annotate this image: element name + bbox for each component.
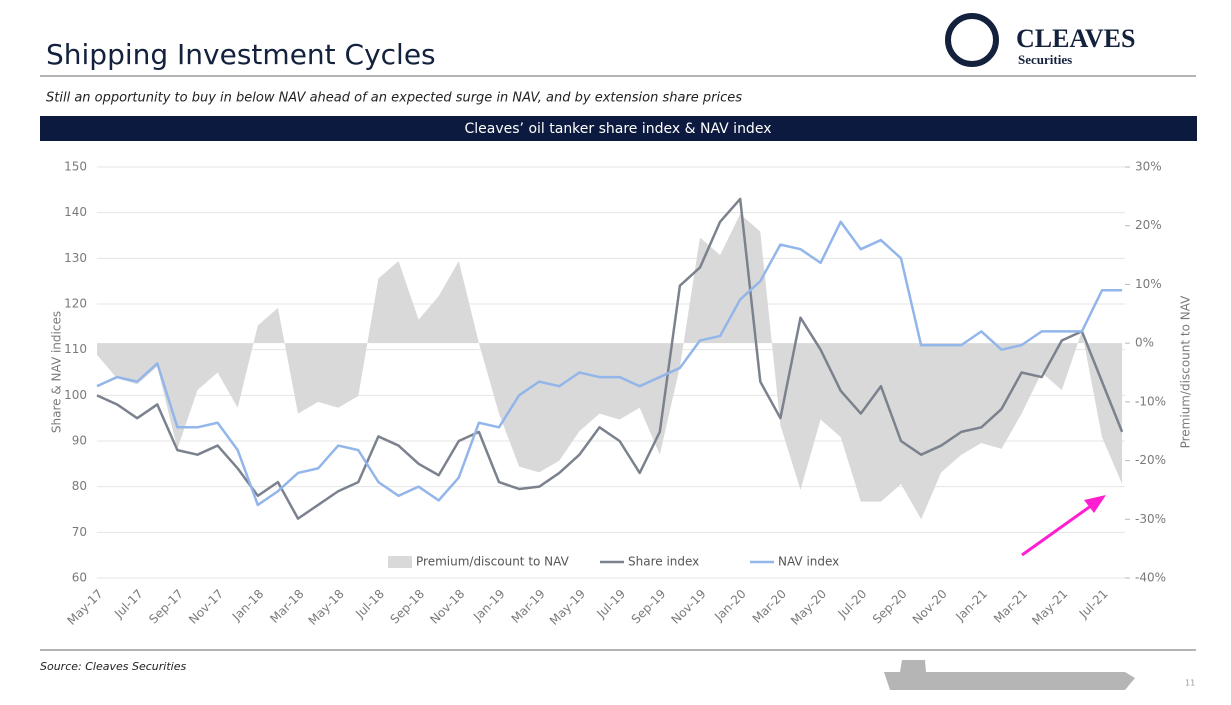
y2-tick-label: -10% bbox=[1135, 394, 1166, 408]
y-tick-label: 120 bbox=[64, 297, 87, 311]
x-tick-label: Sep-18 bbox=[387, 587, 427, 627]
page-number: 11 bbox=[1185, 679, 1195, 688]
x-tick-label: Mar-19 bbox=[509, 587, 548, 626]
y-tick-label: 100 bbox=[64, 388, 87, 402]
y-tick-label: 130 bbox=[64, 251, 87, 265]
ship-silhouette bbox=[884, 660, 1135, 690]
x-tick-label: Jan-20 bbox=[711, 587, 749, 625]
x-tick-label: Jan-21 bbox=[952, 587, 990, 625]
x-tick-label: Sep-17 bbox=[146, 587, 186, 627]
y2-tick-label: 20% bbox=[1135, 218, 1162, 232]
y2-tick-label: -40% bbox=[1135, 571, 1166, 585]
x-tick-label: May-18 bbox=[306, 587, 347, 628]
subtitle: Still an opportunity to buy in below NAV… bbox=[46, 91, 742, 106]
x-tick-label: Mar-18 bbox=[267, 587, 306, 626]
x-tick-label: Mar-21 bbox=[991, 587, 1030, 626]
legend-label: Premium/discount to NAV bbox=[416, 555, 570, 569]
y-tick-label: 80 bbox=[72, 479, 87, 493]
y2-tick-label: -30% bbox=[1135, 512, 1166, 526]
y2-tick-label: 30% bbox=[1135, 160, 1162, 174]
line bbox=[96, 197, 1124, 520]
y2-axis-label: Premium/discount to NAV bbox=[1179, 295, 1193, 449]
y-tick-label: 150 bbox=[64, 160, 87, 174]
legend-swatch bbox=[388, 556, 412, 568]
slide-title: Shipping Investment Cycles bbox=[46, 38, 436, 71]
x-tick-label: Jul-18 bbox=[352, 587, 387, 622]
x-tick-label: Nov-18 bbox=[427, 587, 467, 627]
legend-label: NAV index bbox=[778, 555, 839, 569]
x-tick-label: Nov-20 bbox=[910, 587, 950, 627]
line bbox=[96, 220, 1123, 507]
chart-title: Cleaves’ oil tanker share index & NAV in… bbox=[465, 121, 772, 137]
x-tick-label: Jan-19 bbox=[470, 587, 508, 625]
y-tick-label: 90 bbox=[72, 434, 87, 448]
plot: 60 70 80 90 100 110 120 130 140 150 -40% -30% -20% -1… bbox=[64, 160, 1166, 628]
x-tick-label: Jul-19 bbox=[593, 587, 628, 622]
x-tick-label: Mar-20 bbox=[750, 587, 789, 626]
x-tick-label: Sep-20 bbox=[870, 587, 910, 627]
logo-sub: Securities bbox=[1018, 52, 1072, 67]
y-tick-label: 140 bbox=[64, 205, 87, 219]
x-tick-label: Nov-17 bbox=[186, 587, 226, 627]
x-tick-label: Jul-21 bbox=[1076, 587, 1111, 622]
source: Source: Cleaves Securities bbox=[40, 660, 186, 673]
x-tick-label: May-17 bbox=[64, 587, 105, 628]
y-tick-label: 110 bbox=[64, 342, 87, 356]
logo-name: CLEAVES bbox=[1016, 24, 1135, 53]
x-tick-label: Jul-17 bbox=[111, 587, 146, 622]
legend-label: Share index bbox=[628, 555, 699, 569]
y-tick-label: 60 bbox=[72, 571, 87, 585]
y2-tick-label: 10% bbox=[1135, 277, 1162, 291]
y2-tick-label: -20% bbox=[1135, 453, 1166, 467]
x-tick-label: May-19 bbox=[547, 587, 588, 628]
x-tick-label: Jan-18 bbox=[229, 587, 267, 625]
annotation-arrow bbox=[1021, 495, 1106, 557]
x-tick-label: May-20 bbox=[788, 587, 829, 628]
x-tick-label: Sep-19 bbox=[629, 587, 669, 627]
x-tick-label: May-21 bbox=[1029, 587, 1070, 628]
arrow-head bbox=[1084, 495, 1106, 513]
y-tick-label: 70 bbox=[72, 525, 87, 539]
logo: CLEAVES Securities bbox=[945, 13, 1135, 67]
chart-banner bbox=[40, 116, 1197, 141]
y-axis-label: Share & NAV indices bbox=[50, 311, 64, 433]
area bbox=[97, 213, 1123, 520]
x-tick-label: Jul-20 bbox=[835, 587, 870, 622]
x-tick-label: Nov-19 bbox=[669, 587, 709, 627]
logo-mark bbox=[945, 13, 999, 67]
arrow-shaft bbox=[1021, 501, 1096, 557]
y2-tick-label: 0% bbox=[1135, 336, 1154, 350]
